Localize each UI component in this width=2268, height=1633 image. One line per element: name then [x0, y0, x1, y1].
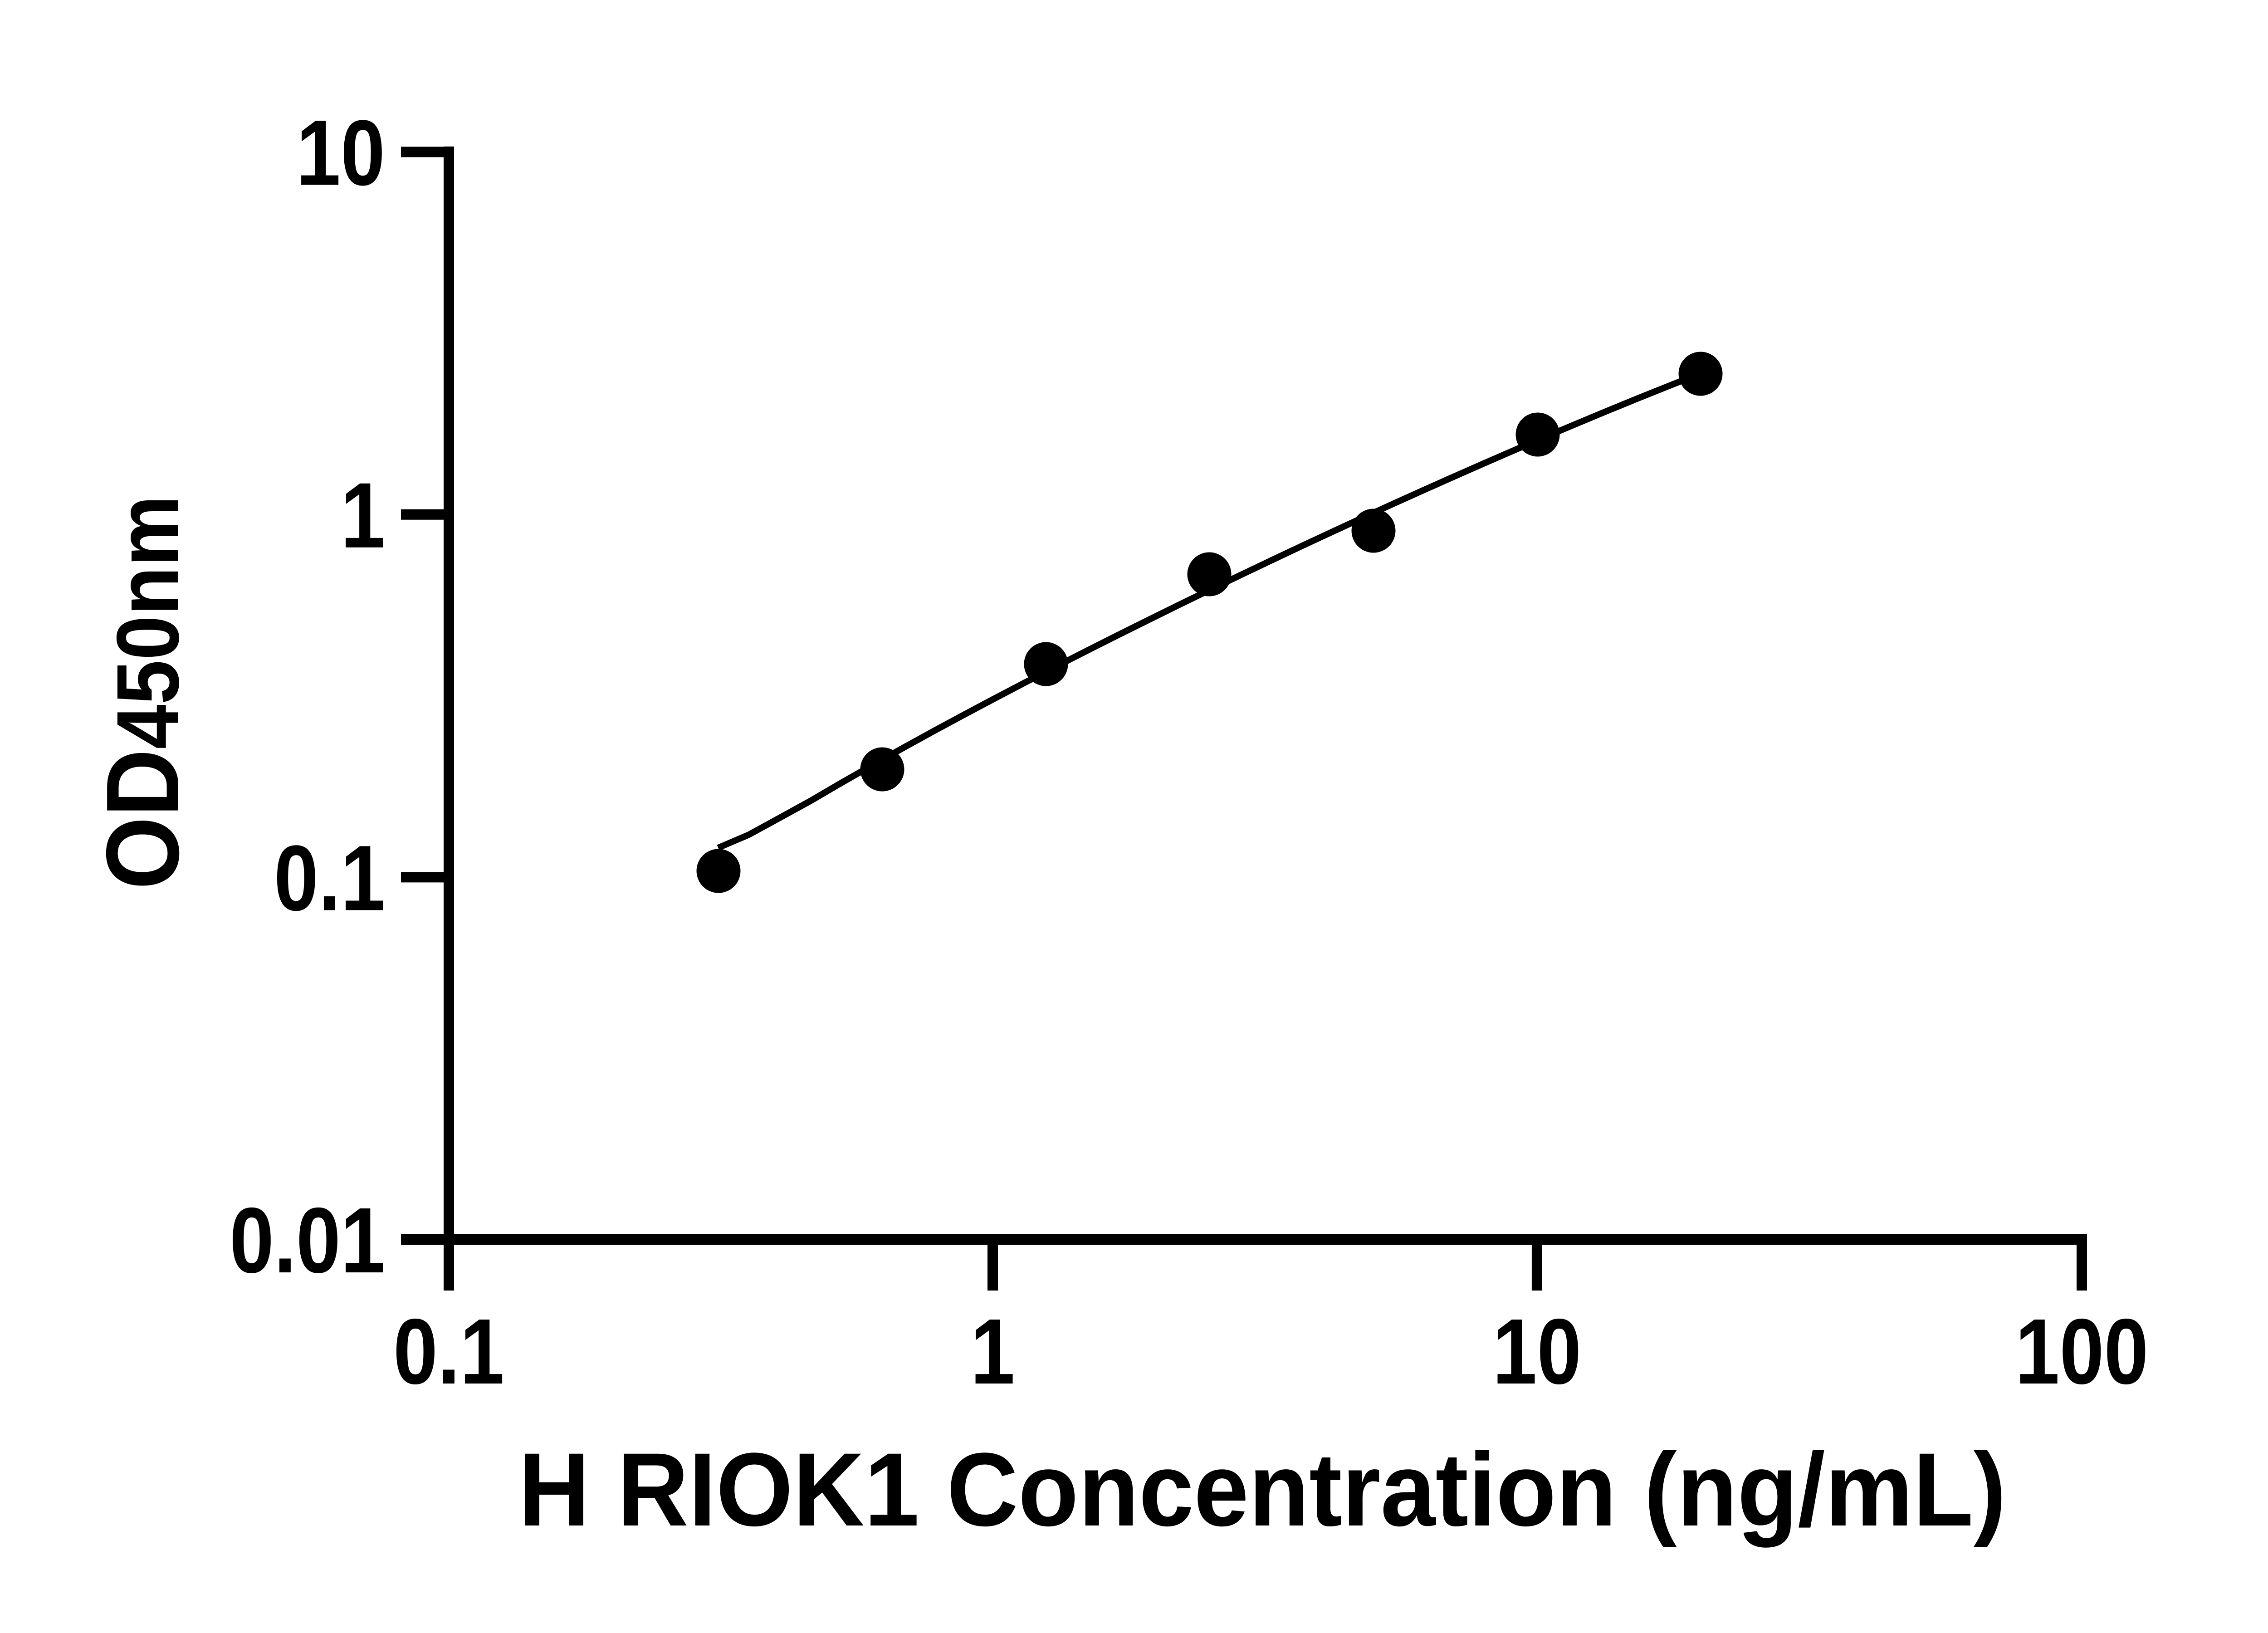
svg-text:0.1: 0.1 — [274, 826, 385, 930]
svg-text:100: 100 — [2015, 1300, 2149, 1403]
svg-text:10: 10 — [1492, 1300, 1581, 1403]
svg-text:1: 1 — [971, 1300, 1015, 1403]
svg-text:1: 1 — [341, 464, 385, 567]
svg-text:0.1: 0.1 — [393, 1300, 504, 1403]
svg-text:10: 10 — [296, 101, 385, 205]
svg-text:H RIOK1 Concentration (ng/mL): H RIOK1 Concentration (ng/mL) — [518, 1431, 2006, 1548]
svg-text:OD450nm: OD450nm — [85, 495, 200, 890]
svg-text:0.01: 0.01 — [230, 1188, 385, 1292]
